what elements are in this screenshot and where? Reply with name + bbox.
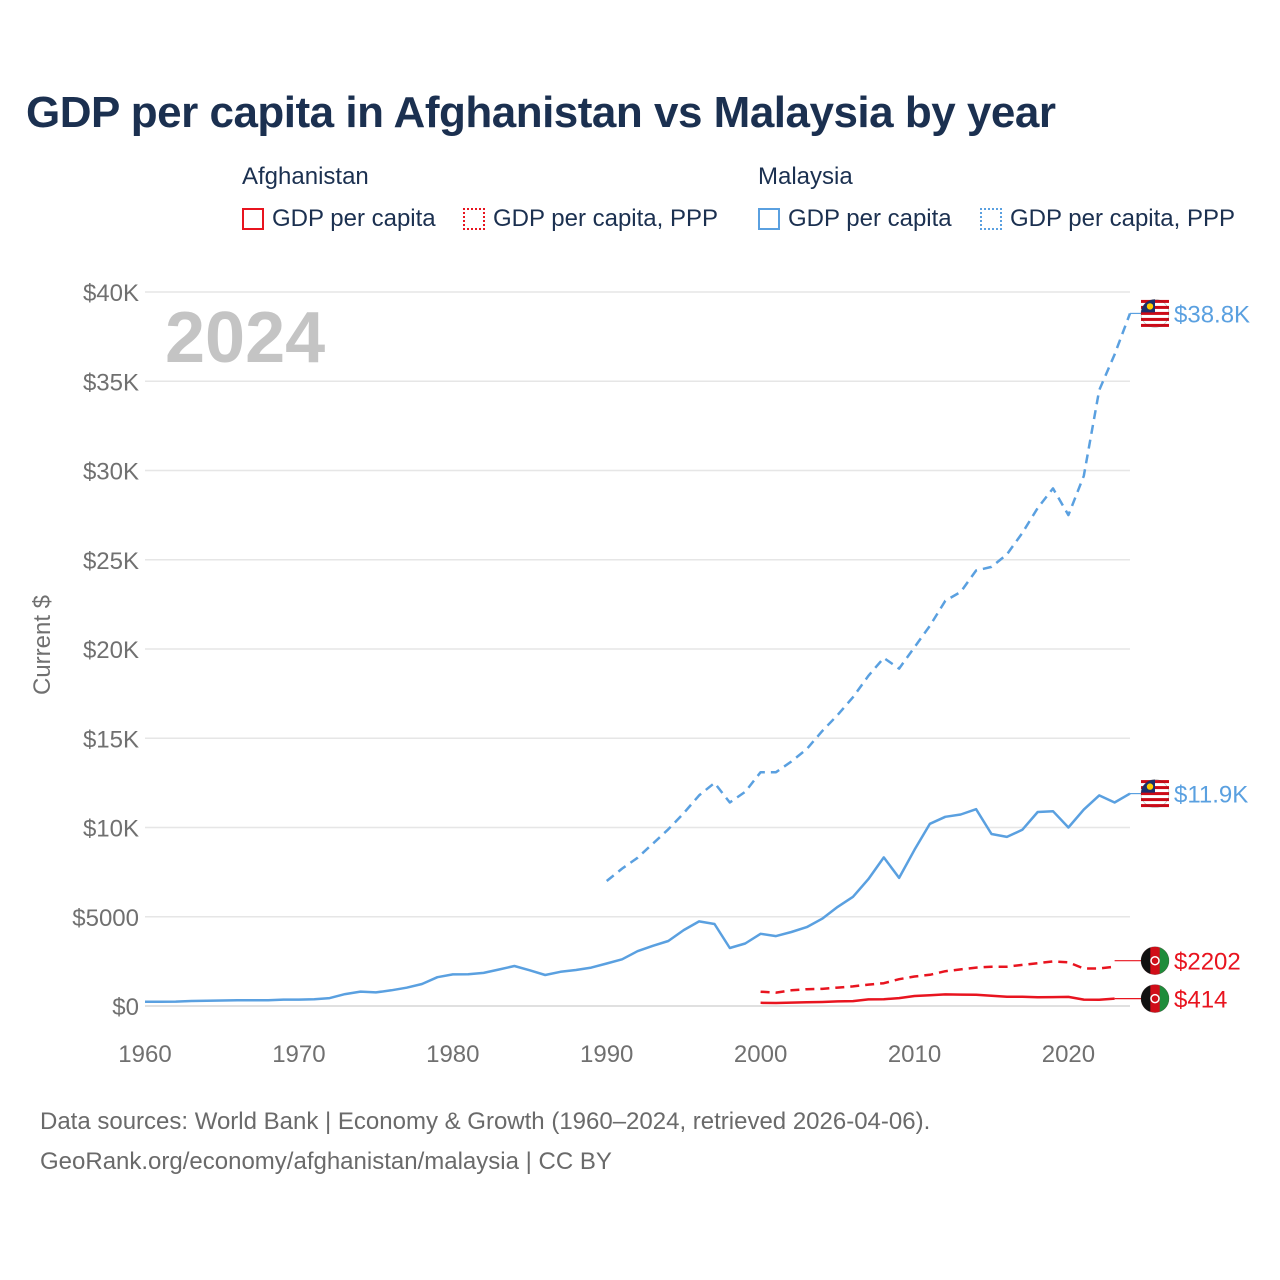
flag-emblem	[1150, 955, 1160, 966]
flag-green-band	[1159, 947, 1170, 974]
series-line	[760, 960, 1115, 994]
x-tick-label: 1990	[580, 1041, 633, 1068]
x-tick-label: 2010	[888, 1041, 941, 1068]
flag-emblem	[1150, 993, 1160, 1004]
footer-credit: GeoRank.org/economy/afghanistan/malaysia…	[40, 1148, 612, 1175]
grid	[145, 291, 1130, 1007]
year-watermark: 2024	[165, 298, 325, 378]
y-tick-label: $40K	[83, 280, 139, 307]
series-line	[760, 993, 1115, 1005]
legend-item-afghanistan-gdp-ppp[interactable]: GDP per capita, PPP	[463, 205, 718, 233]
legend-item-afghanistan-gdp[interactable]: GDP per capita	[242, 205, 436, 233]
flag-outline	[1140, 299, 1170, 328]
legend-item-label: GDP per capita, PPP	[493, 205, 718, 232]
flag-stripe	[1141, 311, 1169, 315]
flag-crescent	[1146, 303, 1154, 310]
end-value-label: $11.9K	[1174, 782, 1248, 809]
flag-stripe	[1141, 323, 1169, 327]
legend-swatch-solid	[758, 208, 780, 230]
end-value-label: $38.8K	[1174, 301, 1250, 328]
legend-item-label: GDP per capita	[788, 205, 952, 232]
flag-stripe	[1141, 804, 1169, 808]
legend-item-malaysia-gdp-ppp[interactable]: GDP per capita, PPP	[980, 205, 1235, 233]
y-axis-label: Current $	[29, 595, 56, 695]
y-axis: $0 $5000 $10K $15K $20K $25K $30K $35K $40K	[72, 280, 139, 1021]
chart-title: GDP per capita in Afghanistan vs Malaysi…	[26, 88, 1056, 137]
series-group	[145, 312, 1132, 1005]
end-value-label: $2202	[1174, 949, 1241, 976]
flag-stripe	[1141, 798, 1169, 802]
y-tick-label: $25K	[83, 548, 139, 575]
x-tick-label: 1980	[426, 1041, 479, 1068]
x-tick-label: 1960	[118, 1041, 171, 1068]
flag-outline	[1140, 984, 1170, 1013]
x-tick-label: 1970	[272, 1041, 325, 1068]
y-tick-label: $15K	[83, 726, 139, 753]
flag-green-band	[1159, 985, 1170, 1012]
footer-sources: Data sources: World Bank | Economy & Gro…	[40, 1108, 931, 1135]
malaysia-flag-icon	[1140, 299, 1170, 328]
malaysia-flag-icon	[1140, 779, 1170, 808]
flag-stripe	[1141, 317, 1169, 321]
flag-outline	[1140, 779, 1170, 808]
y-tick-label: $35K	[83, 369, 139, 396]
y-tick-label: $10K	[83, 816, 139, 843]
end-value-label: $414	[1174, 987, 1227, 1014]
afghanistan-flag-icon	[1140, 984, 1170, 1013]
flag-crescent	[1146, 783, 1154, 790]
end-markers: $38.8K $11.9K $2202 $414	[1114, 299, 1250, 1014]
x-tick-label: 2020	[1042, 1041, 1095, 1068]
legend-swatch-dotted	[980, 208, 1002, 230]
flag-outline	[1140, 946, 1170, 975]
flag-black-band	[1140, 947, 1151, 974]
legend-swatch-solid	[242, 208, 264, 230]
series-line	[145, 792, 1131, 1004]
y-tick-label: $20K	[83, 637, 139, 664]
legend-group-malaysia: Malaysia	[758, 163, 853, 190]
flag-black-band	[1140, 985, 1151, 1012]
series-line	[605, 312, 1132, 882]
y-tick-label: $5000	[72, 905, 139, 932]
legend-item-label: GDP per capita	[272, 205, 436, 232]
legend-swatch-dotted	[463, 208, 485, 230]
legend-item-malaysia-gdp[interactable]: GDP per capita	[758, 205, 952, 233]
x-axis: 1960 1970 1980 1990 2000 2010 2020	[118, 1041, 1095, 1068]
x-tick-label: 2000	[734, 1041, 787, 1068]
y-tick-label: $30K	[83, 459, 139, 486]
flag-stripe	[1141, 792, 1169, 796]
legend-group-afghanistan: Afghanistan	[242, 163, 369, 190]
afghanistan-flag-icon	[1140, 946, 1170, 975]
y-tick-label: $0	[112, 994, 139, 1021]
legend-item-label: GDP per capita, PPP	[1010, 205, 1235, 232]
